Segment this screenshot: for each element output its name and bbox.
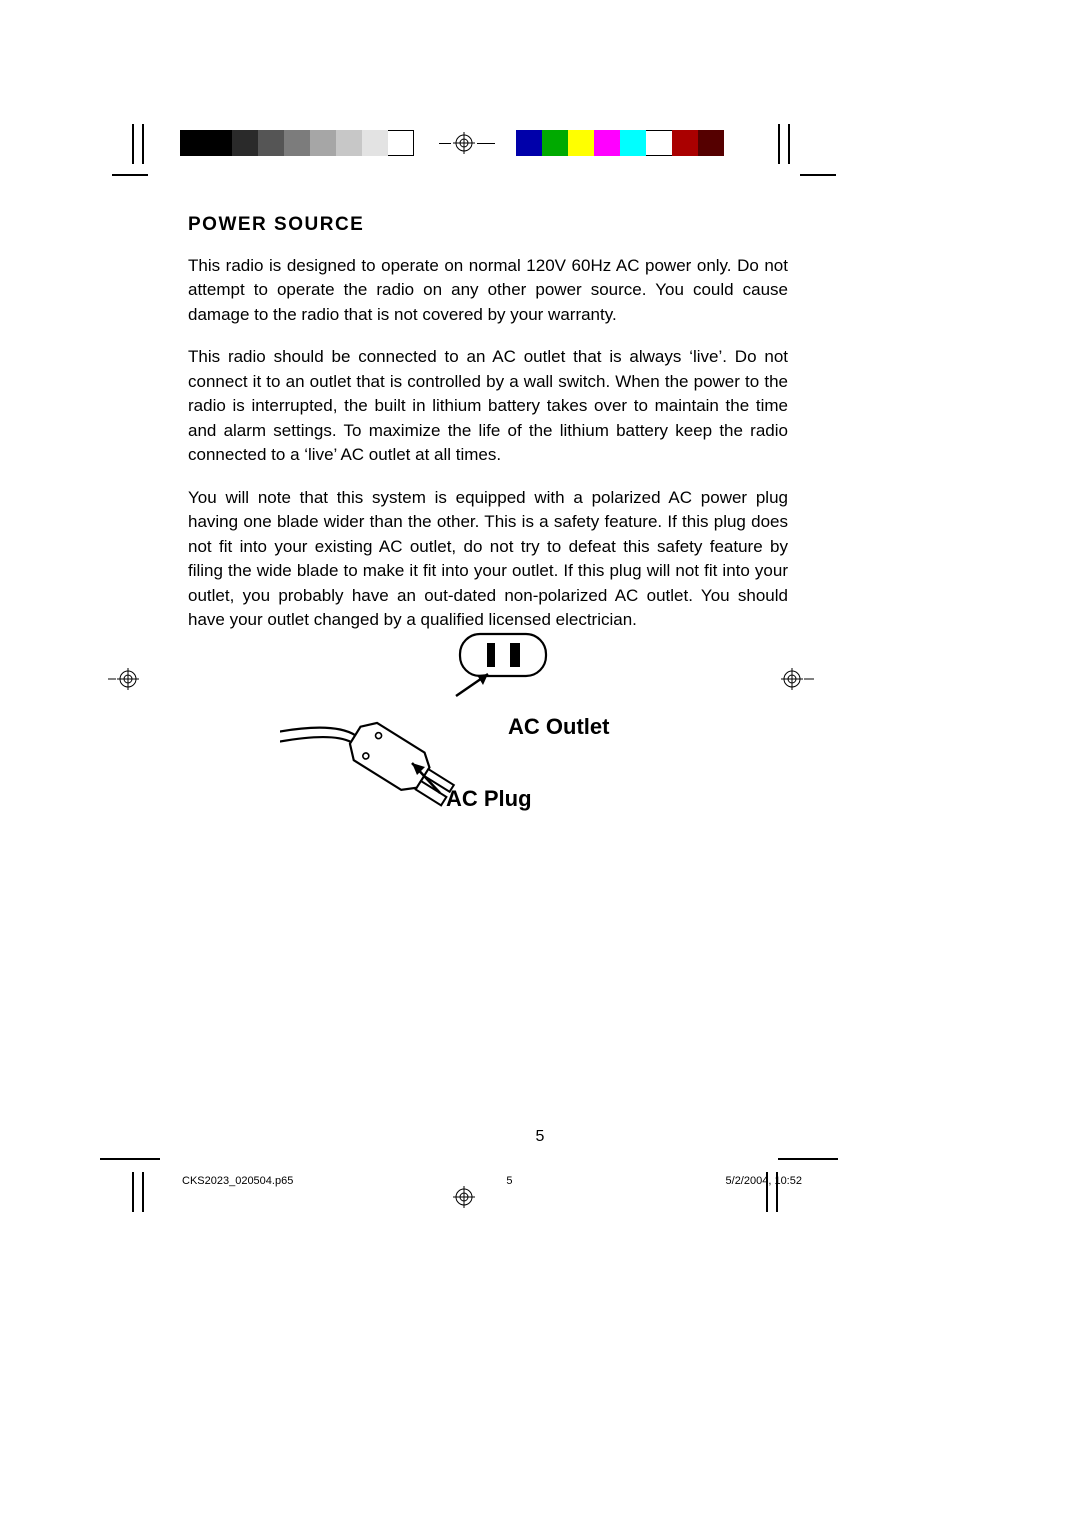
footer-datetime: 5/2/2004, 10:52: [726, 1175, 802, 1187]
reg-line-right-of-mark: [477, 143, 495, 144]
footer-sheet: 5: [506, 1175, 512, 1187]
diagram-label-outlet: AC Outlet: [508, 714, 609, 740]
diagram-label-plug: AC Plug: [446, 786, 532, 812]
paragraph: This radio should be connected to an AC …: [188, 345, 788, 467]
page-number: 5: [0, 1128, 1080, 1146]
paragraph: You will note that this system is equipp…: [188, 486, 788, 633]
registration-mark-left: [108, 665, 144, 698]
ac-plug-diagram: AC Outlet AC Plug: [280, 628, 660, 838]
reg-line-left-of-mark: [439, 143, 451, 144]
crop-mark-bottom-right: [748, 1152, 838, 1222]
registration-mark-right: [778, 665, 814, 698]
paragraph: This radio is designed to operate on nor…: [188, 254, 788, 327]
crop-mark-top-right: [760, 124, 840, 184]
footer-meta: CKS2023_020504.p65 5 5/2/2004, 10:52: [182, 1175, 802, 1187]
page-root: POWER SOURCE This radio is designed to o…: [0, 0, 1080, 1528]
crop-mark-top-left: [112, 124, 172, 184]
footer-file: CKS2023_020504.p65: [182, 1175, 293, 1187]
color-strip: [516, 130, 724, 156]
greyscale-strip: [180, 130, 414, 156]
content-area: POWER SOURCE This radio is designed to o…: [188, 214, 788, 651]
crop-mark-bottom-left: [100, 1152, 190, 1222]
section-heading: POWER SOURCE: [188, 214, 788, 236]
registration-mark-top: [453, 132, 475, 154]
registration-mark-bottom: [453, 1186, 475, 1208]
